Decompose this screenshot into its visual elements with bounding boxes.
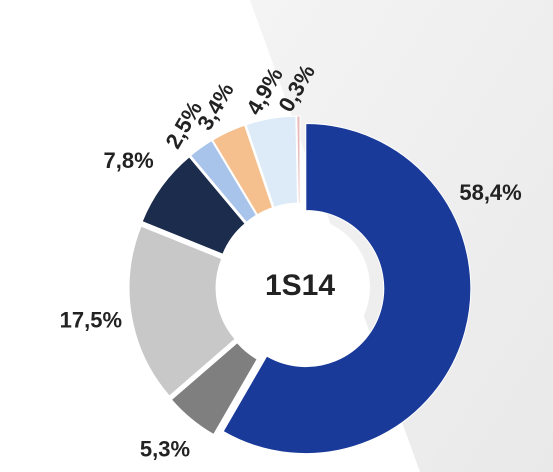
donut-hole [230,217,370,357]
donut-segment [245,115,299,208]
data-label: 7,8% [104,148,154,173]
donut-segment [170,341,258,436]
donut-segment [128,225,236,397]
data-label: 17,5% [60,308,122,333]
data-label: 5,3% [140,436,190,461]
data-label: 58,4% [459,180,521,205]
donut-segment [222,123,472,455]
center-label: 1S14 [265,269,335,302]
donut-segment [211,124,274,216]
donut-segment [189,139,258,223]
donut-segment [141,156,246,255]
donut-segment [296,115,301,204]
